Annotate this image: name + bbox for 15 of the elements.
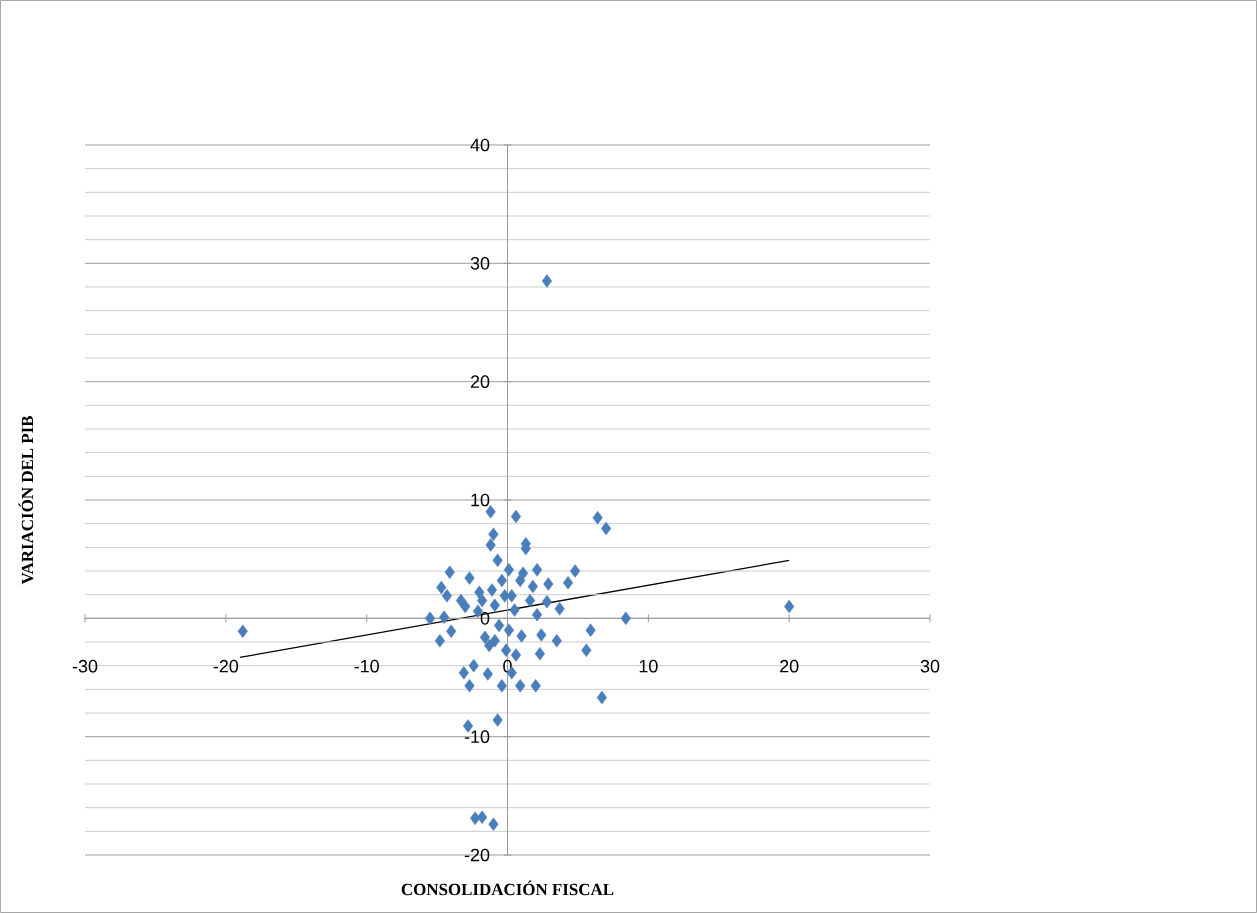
x-tick-label: -30 xyxy=(72,659,98,673)
y-tick-label: -20 xyxy=(464,848,490,862)
y-tick-label: 0 xyxy=(480,611,490,625)
x-tick-label: 20 xyxy=(780,659,799,673)
y-tick-label: 40 xyxy=(470,138,490,152)
y-tick-label: 30 xyxy=(470,256,490,270)
y-tick-label: -10 xyxy=(464,730,490,744)
y-axis-title: VARIACIÓN DEL PIB xyxy=(18,415,34,585)
y-tick-label: 10 xyxy=(471,493,490,507)
y-tick-label: 20 xyxy=(470,375,490,389)
x-tick-label: -20 xyxy=(213,659,239,673)
x-tick-label: 30 xyxy=(920,659,940,673)
x-tick-label: -10 xyxy=(354,659,379,673)
x-axis-title: CONSOLIDACIÓN FISCAL xyxy=(401,880,614,896)
x-tick-label: 10 xyxy=(639,659,658,673)
